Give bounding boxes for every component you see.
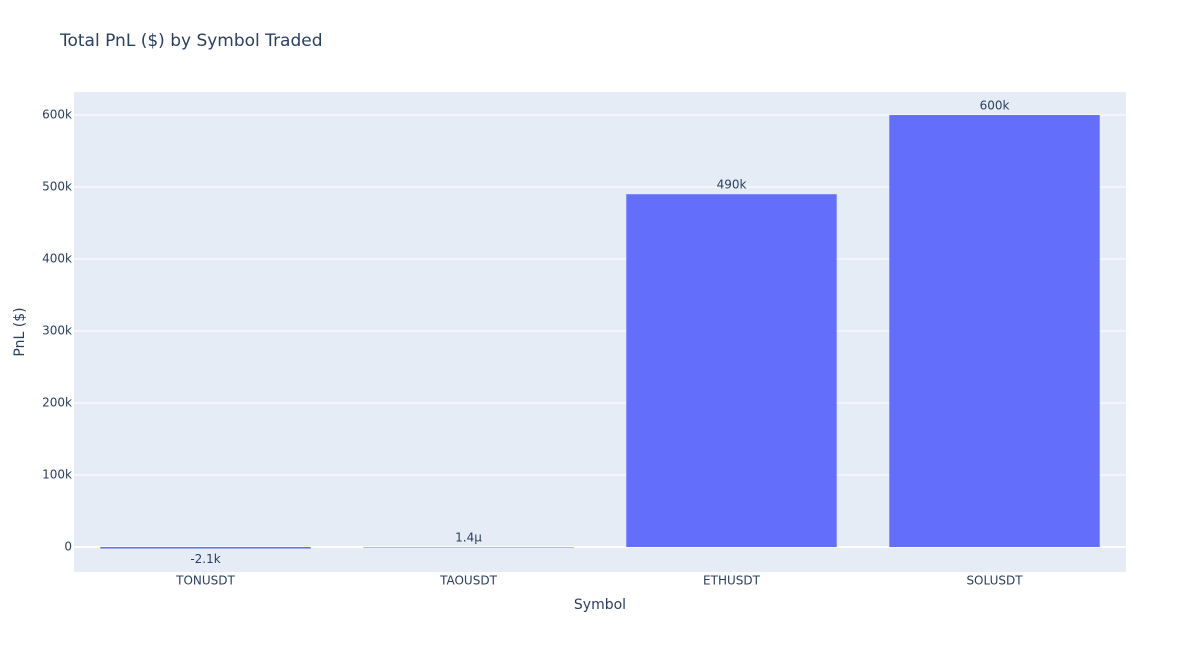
value-label: 1.4µ <box>455 531 482 545</box>
chart-title: Total PnL ($) by Symbol Traded <box>59 31 323 51</box>
x-tick-label: ETHUSDT <box>703 574 761 588</box>
y-tick-label: 100k <box>42 468 72 482</box>
y-axis-title: PnL ($) <box>12 307 28 356</box>
y-tick-label: 0 <box>64 540 72 554</box>
bar <box>100 547 311 549</box>
y-tick-label: 500k <box>42 180 72 194</box>
value-label: 600k <box>980 99 1010 113</box>
y-tick-label: 200k <box>42 396 72 410</box>
y-tick-label: 600k <box>42 108 72 122</box>
value-label: -2.1k <box>190 552 220 566</box>
x-axis-title: Symbol <box>574 597 626 613</box>
bar <box>889 115 1100 548</box>
bar <box>626 194 837 548</box>
y-tick-label: 300k <box>42 324 72 338</box>
value-label: 490k <box>717 178 747 192</box>
x-tick-label: TAOUSDT <box>439 574 497 588</box>
bar <box>363 547 574 548</box>
x-tick-label: TONUSDT <box>175 574 235 588</box>
x-tick-label: SOLUSDT <box>966 574 1023 588</box>
y-tick-label: 400k <box>42 252 72 266</box>
